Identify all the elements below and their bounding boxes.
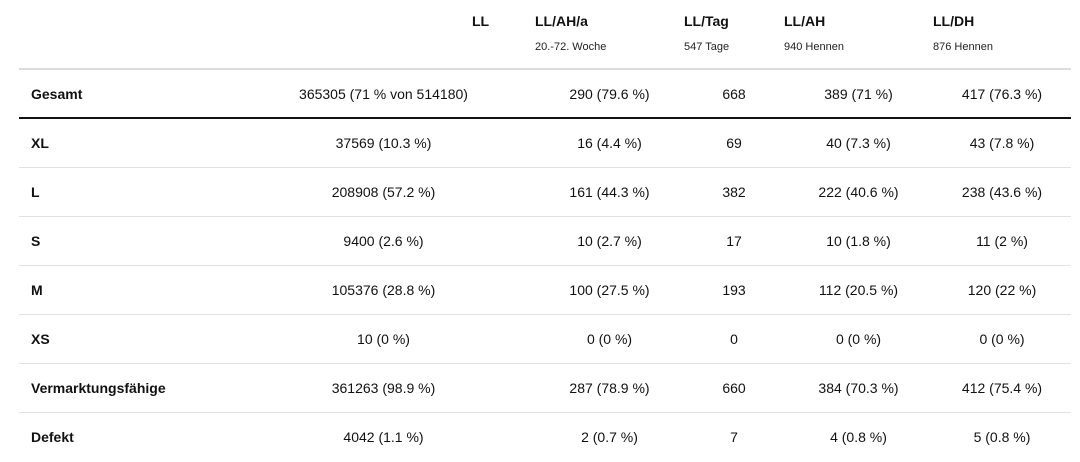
header-subtitle: 547 Tage (684, 41, 730, 53)
row-label: XL (19, 118, 232, 168)
cell-ll-ah-a: 2 (0.7 %) (581, 429, 638, 445)
header-title: LL/Tag (684, 13, 729, 29)
cell-ll-tag: 668 (684, 69, 784, 119)
header-title: LL/DH (933, 13, 975, 29)
cell-ll-tag: 382 (684, 167, 784, 217)
cell-ll-ah-a: 287 (78.9 %) (535, 363, 684, 413)
table-row-defekt: Defekt 4042 (1.1 %) 2 (0.7 %) 7 4 (0.8 %… (19, 413, 1071, 462)
cell-ll-tag: 17 (684, 216, 784, 266)
header-title: LL/AH (784, 13, 826, 29)
cell-ll-tag: 660 (684, 363, 784, 413)
egg-statistics-table: LL LL/AH/a 20.-72. Woche LL/Tag 547 Tage… (19, 0, 1071, 461)
cell-ll-ah: 222 (40.6 %) (784, 167, 933, 217)
header-row: LL LL/AH/a 20.-72. Woche LL/Tag 547 Tage… (19, 0, 1071, 70)
row-label: Gesamt (19, 69, 232, 119)
header-ll: LL (232, 0, 535, 70)
cell-ll-tag: 0 (684, 314, 784, 364)
cell-ll-dh: 238 (43.6 %) (933, 167, 1071, 217)
row-label: L (19, 167, 232, 217)
header-ll-tag: LL/Tag 547 Tage (684, 0, 784, 70)
cell-ll-ah: 112 (20.5 %) (784, 265, 933, 315)
header-ll-dh: LL/DH 876 Hennen (933, 0, 1071, 70)
cell-ll-ah-a: 161 (44.3 %) (535, 167, 684, 217)
cell-ll: 37569 (10.3 %) (232, 118, 535, 168)
header-title: LL/AH/a (535, 13, 588, 29)
cell-ll-dh: 43 (7.8 %) (933, 118, 1071, 168)
cell-ll-ah: 4 (0.8 %) (830, 429, 887, 445)
cell-ll-ah: 389 (71 %) (784, 69, 933, 119)
table-row-s: S 9400 (2.6 %) 10 (2.7 %) 17 10 (1.8 %) … (19, 216, 1071, 266)
cell-ll-ah-a: 16 (4.4 %) (535, 118, 684, 168)
table-row-m: M 105376 (28.8 %) 100 (27.5 %) 193 112 (… (19, 265, 1071, 315)
cell-ll-ah: 0 (0 %) (784, 314, 933, 364)
cell-ll-ah-a: 290 (79.6 %) (535, 69, 684, 119)
cell-ll-dh: 0 (0 %) (933, 314, 1071, 364)
header-label-column (19, 0, 232, 70)
cell-ll: 361263 (98.9 %) (232, 363, 535, 413)
table-header: LL LL/AH/a 20.-72. Woche LL/Tag 547 Tage… (19, 0, 1071, 70)
cell-ll: 4042 (1.1 %) (343, 429, 424, 445)
cell-ll-ah: 40 (7.3 %) (784, 118, 933, 168)
header-subtitle: 876 Hennen (933, 41, 993, 53)
row-label: XS (19, 314, 232, 364)
cell-ll-ah-a: 0 (0 %) (535, 314, 684, 364)
cell-ll-dh: 11 (2 %) (933, 216, 1071, 266)
cell-ll: 365305 (71 % von 514180) (232, 69, 535, 119)
header-title: LL (472, 13, 490, 29)
cell-ll-dh: 417 (76.3 %) (933, 69, 1071, 119)
cell-ll: 9400 (2.6 %) (232, 216, 535, 266)
row-label: S (19, 216, 232, 266)
cell-ll-ah-a: 10 (2.7 %) (535, 216, 684, 266)
cell-ll: 105376 (28.8 %) (232, 265, 535, 315)
table-row-xs: XS 10 (0 %) 0 (0 %) 0 0 (0 %) 0 (0 %) (19, 314, 1071, 364)
header-subtitle: 940 Hennen (784, 41, 844, 53)
table-row-xl: XL 37569 (10.3 %) 16 (4.4 %) 69 40 (7.3 … (19, 118, 1071, 168)
table-row-gesamt: Gesamt 365305 (71 % von 514180) 290 (79.… (19, 69, 1071, 119)
cell-ll-tag: 193 (684, 265, 784, 315)
table-row-vermarktungsfaehige: Vermarktungsfähige 361263 (98.9 %) 287 (… (19, 363, 1071, 413)
cell-ll: 208908 (57.2 %) (232, 167, 535, 217)
cell-ll-tag: 69 (684, 118, 784, 168)
cell-ll-tag: 7 (730, 429, 738, 445)
cell-ll-ah-a: 100 (27.5 %) (535, 265, 684, 315)
cell-ll-ah: 10 (1.8 %) (784, 216, 933, 266)
row-label: Defekt (31, 429, 74, 445)
header-subtitle: 20.-72. Woche (535, 41, 607, 53)
cell-ll: 10 (0 %) (232, 314, 535, 364)
table-row-l: L 208908 (57.2 %) 161 (44.3 %) 382 222 (… (19, 167, 1071, 217)
row-label: M (19, 265, 232, 315)
cell-ll-dh: 120 (22 %) (933, 265, 1071, 315)
header-ll-ah: LL/AH 940 Hennen (784, 0, 933, 70)
cell-ll-dh: 5 (0.8 %) (973, 429, 1031, 445)
header-ll-ah-a: LL/AH/a 20.-72. Woche (535, 0, 684, 70)
row-label: Vermarktungsfähige (19, 363, 232, 413)
cell-ll-ah: 384 (70.3 %) (784, 363, 933, 413)
cell-ll-dh: 412 (75.4 %) (933, 363, 1071, 413)
table-body: Gesamt 365305 (71 % von 514180) 290 (79.… (19, 69, 1071, 461)
